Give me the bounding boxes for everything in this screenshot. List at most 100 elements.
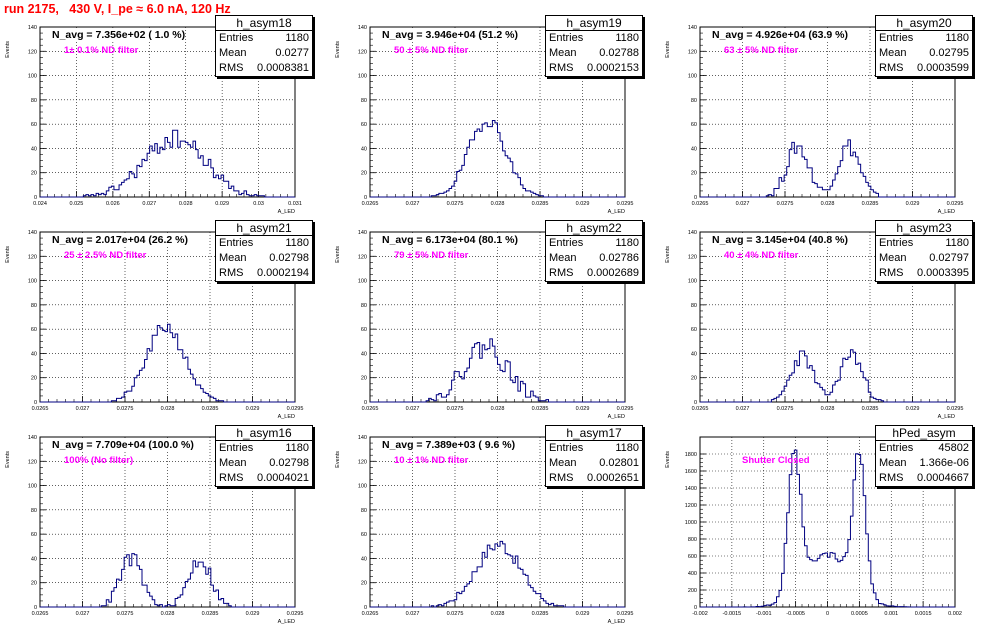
x-tick-label: 0.0265 [692,201,709,207]
y-tick-label: 80 [691,98,697,104]
stats-value: 0.0277 [275,47,309,59]
stats-key: RMS [549,472,574,484]
x-tick-label: 0.024 [33,201,47,207]
x-tick-label: 0.029 [576,201,590,207]
y-tick-label: 0 [694,400,697,406]
navg-label: N_avg = 4.926e+04 (63.9 %) [712,29,849,41]
histogram-svg: 0 20 40 60 80 100 120 140 0.0265 0.027 0.0275 0.028… [665,25,964,215]
y-tick-label: 80 [31,303,37,309]
histogram-series [700,349,955,403]
stats-box: h_asym22 Entries 1180 Mean 0.02786 RMS 0.00026… [545,220,643,282]
stats-value: 0.02801 [599,457,639,469]
stats-value: 0.0004667 [917,472,969,484]
y-tick-label: 100 [28,484,37,490]
stats-row-entries: Entries 1180 [216,236,312,251]
x-tick-label: 0.0285 [532,201,549,207]
y-tick-label: 80 [361,508,367,514]
histogram-svg: 0 20 40 60 80 100 120 140 0.0265 0.027 0.0275 0.028… [5,230,304,420]
stats-row-rms: RMS 0.0002651 [546,471,642,486]
y-tick-label: 80 [361,98,367,104]
x-tick-label: 0.0285 [862,406,879,412]
stats-value: 0.0003395 [917,267,969,279]
x-tick-label: 0.0295 [947,201,964,207]
y-tick-label: 60 [361,327,367,333]
stats-key: RMS [879,267,904,279]
y-tick-label: 0 [34,400,37,406]
stats-key: Entries [879,32,914,44]
stats-value: 1180 [285,237,309,249]
x-tick-label: 0.0285 [532,406,549,412]
y-tick-label: 200 [688,588,697,594]
stats-box: hPed_asym Entries 45802 Mean 1.366e-06 RMS 0.0… [875,425,973,487]
y-tick-label: 60 [361,122,367,128]
stats-value: 1180 [285,442,309,454]
navg-label: N_avg = 2.017e+04 (26.2 %) [52,234,189,246]
histogram-pad-h_asym19: 0 20 40 60 80 100 120 140 0.0265 0.027 0.0275 0.028… [330,15,650,215]
y-tick-label: 0 [694,195,697,201]
x-tick-label: 0.029 [246,406,260,412]
histogram-pad-h_asym21: 0 20 40 60 80 100 120 140 0.0265 0.027 0.0275 0.028… [0,220,320,420]
y-axis-title: Events [5,41,11,58]
x-tick-label: 0.027 [406,611,420,617]
x-tick-label: 0.029 [246,611,260,617]
x-axis-title: A_LED [608,209,625,215]
stats-key: RMS [879,472,904,484]
histogram-pad-h_asym23: 0 20 40 60 80 100 120 140 0.0265 0.027 0.0275 0.028… [660,220,980,420]
stats-box: h_asym21 Entries 1180 Mean 0.02798 RMS 0.00021… [215,220,313,282]
x-tick-label: 0.027 [406,406,420,412]
filter-label: 100% (No filter) [64,455,134,466]
y-tick-label: 140 [28,435,37,441]
y-tick-label: 120 [28,459,37,465]
stats-value: 1180 [285,32,309,44]
stats-row-mean: Mean 0.02795 [876,46,972,61]
stats-value: 1180 [615,237,639,249]
x-tick-label: 0.0295 [617,406,634,412]
y-tick-label: 120 [688,254,697,260]
stats-title: h_asym16 [216,426,312,441]
x-axis-title: A_LED [938,209,955,215]
stats-key: RMS [879,62,904,74]
histogram-series [40,553,295,608]
stats-key: Mean [219,47,247,59]
stats-row-rms: RMS 0.0002153 [546,61,642,76]
x-tick-label: 0.027 [76,611,90,617]
y-tick-label: 120 [358,254,367,260]
stats-row-mean: Mean 0.02786 [546,251,642,266]
stats-key: RMS [219,267,244,279]
stats-key: RMS [219,472,244,484]
y-tick-label: 60 [31,122,37,128]
x-tick-label: -0.0015 [723,611,742,617]
histogram-pad-h_asym20: 0 20 40 60 80 100 120 140 0.0265 0.027 0.0275 0.028… [660,15,980,215]
histogram-series [370,338,625,403]
y-tick-label: 140 [358,435,367,441]
x-axis-title: A_LED [938,414,955,420]
x-tick-label: 0.0295 [287,406,304,412]
x-tick-label: 0.0295 [287,611,304,617]
y-tick-label: 60 [31,532,37,538]
x-tick-label: 0.0275 [777,406,794,412]
y-tick-label: 1000 [685,520,697,526]
x-tick-label: 0 [826,611,829,617]
navg-label: N_avg = 7.356e+02 ( 1.0 %) [52,29,186,41]
filter-label: 79 ± 5% ND filter [394,250,469,261]
filter-label: 40 ± 4% ND filter [724,250,799,261]
y-tick-label: 120 [358,49,367,55]
x-tick-label: 0.028 [491,406,505,412]
stats-key: Mean [549,47,577,59]
stats-row-rms: RMS 0.0002194 [216,266,312,281]
y-tick-label: 600 [688,554,697,560]
x-tick-label: 0.028 [161,611,175,617]
stats-value: 0.0002194 [257,267,309,279]
stats-row-mean: Mean 0.02798 [216,456,312,471]
y-tick-label: 60 [691,122,697,128]
x-tick-label: 0.028 [491,611,505,617]
y-tick-label: 140 [28,25,37,31]
stats-key: Entries [549,442,584,454]
x-axis-title: A_LED [278,209,295,215]
stats-key: Mean [219,457,247,469]
x-axis-title: A_LED [608,619,625,625]
y-tick-label: 40 [361,556,367,562]
stats-key: Mean [549,252,577,264]
x-tick-label: 0.0015 [915,611,932,617]
stats-value: 1180 [945,32,969,44]
